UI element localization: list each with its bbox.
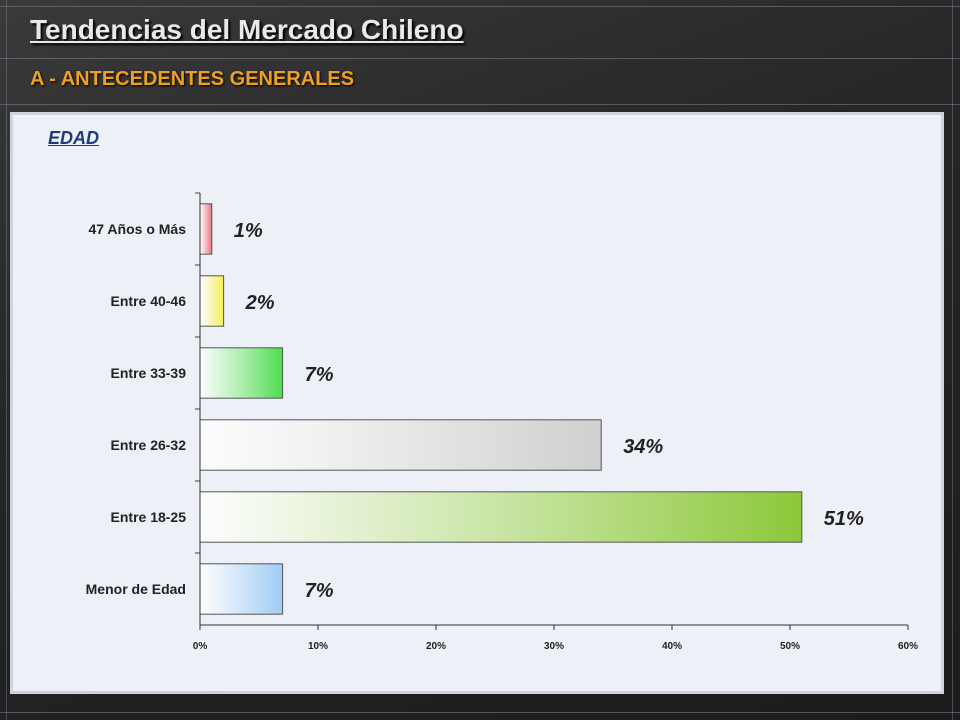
category-label: Entre 40-46 <box>111 293 187 309</box>
x-tick-label: 50% <box>780 641 800 652</box>
data-label: 51% <box>824 508 864 530</box>
data-label: 2% <box>245 292 275 314</box>
data-label: 7% <box>305 364 334 386</box>
x-tick-label: 30% <box>544 641 564 652</box>
category-label: Entre 33-39 <box>111 365 187 381</box>
chart-panel <box>10 112 944 694</box>
x-tick-label: 10% <box>308 641 328 652</box>
category-label: 47 Años o Más <box>88 221 186 237</box>
x-tick-label: 0% <box>193 641 208 652</box>
page-title: Tendencias del Mercado Chileno <box>30 14 464 45</box>
x-tick-label: 40% <box>662 641 682 652</box>
data-label: 1% <box>234 220 263 242</box>
x-tick-label: 60% <box>898 641 918 652</box>
bar-6 <box>199 563 284 615</box>
bar-5 <box>199 491 803 543</box>
frame-line-lower <box>0 104 960 105</box>
frame-line-upper <box>0 58 960 59</box>
category-label: Entre 26-32 <box>111 437 187 453</box>
frame-line-top <box>0 6 960 7</box>
chart-panel-label: EDAD <box>48 128 100 148</box>
x-tick-label: 20% <box>426 641 446 652</box>
category-label: Entre 18-25 <box>111 509 187 525</box>
frame-line-right <box>952 0 953 720</box>
category-label: Menor de Edad <box>86 581 186 597</box>
bar-2 <box>199 275 225 327</box>
bar-4 <box>199 419 602 471</box>
data-label: 34% <box>623 436 663 458</box>
frame-line-bottom <box>0 712 960 713</box>
data-label: 7% <box>305 580 334 602</box>
section-subtitle: A - ANTECEDENTES GENERALES <box>30 68 355 90</box>
bar-3 <box>199 347 284 399</box>
frame-line-left <box>6 0 7 720</box>
bar-1 <box>199 203 213 255</box>
